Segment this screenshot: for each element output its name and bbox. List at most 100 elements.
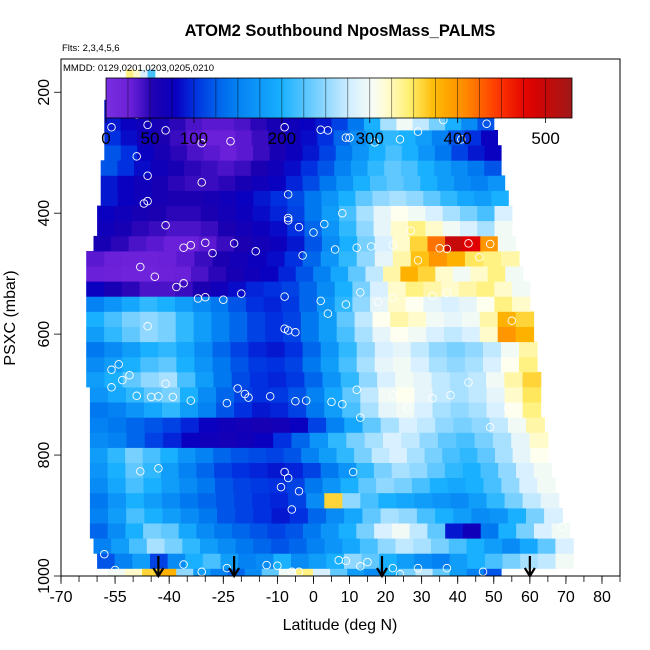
heatmap-cell bbox=[336, 326, 356, 343]
heatmap-cell bbox=[464, 341, 484, 358]
heatmap-cell bbox=[180, 387, 199, 403]
heatmap-cell bbox=[480, 523, 500, 539]
heatmap-cell bbox=[192, 281, 211, 297]
heatmap-cell bbox=[442, 205, 461, 222]
heatmap-cell bbox=[157, 326, 177, 343]
y-tick-label: 1000 bbox=[36, 558, 53, 594]
sample-point bbox=[283, 473, 293, 483]
sample-point bbox=[237, 289, 246, 298]
heatmap-cell bbox=[424, 447, 443, 463]
heatmap-cell bbox=[446, 251, 466, 267]
heatmap-cell bbox=[427, 235, 446, 252]
heatmap-cell bbox=[390, 205, 409, 222]
heatmap-cell bbox=[352, 296, 371, 312]
sample-point bbox=[222, 563, 232, 573]
heatmap-cell bbox=[140, 371, 160, 388]
heatmap-cell bbox=[449, 568, 468, 576]
heatmap-cell bbox=[368, 145, 386, 161]
sample-point bbox=[294, 222, 304, 232]
heatmap-cell bbox=[471, 417, 491, 433]
colorbar-tick-label: 200 bbox=[268, 129, 296, 148]
heatmap-cell bbox=[335, 145, 353, 161]
heatmap-cell bbox=[167, 553, 186, 569]
heatmap-cell bbox=[391, 523, 411, 539]
heatmap-cell bbox=[334, 281, 353, 297]
heatmap-cell bbox=[357, 235, 376, 252]
heatmap-cell bbox=[497, 311, 517, 327]
heatmap-cell bbox=[104, 296, 123, 312]
heatmap-cell bbox=[522, 371, 542, 388]
heatmap-cell bbox=[146, 235, 165, 252]
sample-point bbox=[298, 251, 307, 260]
heatmap-cell bbox=[193, 568, 211, 576]
heatmap-cell bbox=[459, 447, 478, 463]
heatmap-cell bbox=[428, 114, 446, 131]
heatmap-cell bbox=[324, 387, 343, 403]
heatmap-cell bbox=[444, 326, 463, 343]
sample-point bbox=[388, 563, 398, 573]
heatmap-cell bbox=[144, 417, 164, 433]
heatmap-cell bbox=[501, 477, 520, 494]
heatmap-cell bbox=[212, 251, 232, 267]
heatmap-cell bbox=[287, 220, 306, 237]
heatmap-cell bbox=[526, 508, 545, 524]
heatmap-cell bbox=[131, 205, 150, 222]
heatmap-cell bbox=[504, 492, 524, 509]
heatmap-cell bbox=[107, 568, 126, 576]
heatmap-cell bbox=[125, 387, 145, 403]
sample-point bbox=[280, 292, 289, 301]
heatmap-cell bbox=[245, 296, 265, 312]
heatmap-cell bbox=[89, 417, 109, 433]
heatmap-cell bbox=[414, 553, 433, 569]
heatmap-cell bbox=[107, 523, 126, 539]
heatmap-cell bbox=[162, 417, 182, 433]
heatmap-cell bbox=[157, 311, 177, 327]
heatmap-cell bbox=[268, 477, 288, 494]
heatmap-cell bbox=[326, 508, 345, 524]
x-tick-label: 70 bbox=[557, 589, 575, 606]
heatmap-cell bbox=[108, 508, 127, 524]
x-tick-label: 10 bbox=[341, 589, 359, 606]
heatmap-cell bbox=[426, 326, 445, 343]
heatmap-cell bbox=[464, 251, 484, 267]
heatmap-cell bbox=[183, 205, 202, 222]
heatmap-cell bbox=[243, 266, 262, 282]
sample-point bbox=[291, 396, 300, 406]
heatmap-cell bbox=[413, 538, 432, 554]
sample-point bbox=[107, 383, 116, 392]
heatmap-cell bbox=[363, 114, 381, 131]
sample-point bbox=[410, 299, 419, 309]
heatmap-cell bbox=[125, 462, 144, 479]
sample-point bbox=[143, 196, 152, 206]
heatmap-cell bbox=[86, 311, 105, 327]
heatmap-cell bbox=[466, 538, 485, 554]
heatmap-cell bbox=[89, 508, 109, 524]
sample-point bbox=[125, 370, 134, 380]
heatmap-cell bbox=[260, 266, 279, 282]
heatmap-cell bbox=[236, 190, 255, 206]
sample-point bbox=[356, 288, 365, 297]
heatmap-cell bbox=[519, 538, 539, 554]
heatmap-cell bbox=[273, 432, 292, 448]
heatmap-cell bbox=[266, 356, 286, 373]
sample-point bbox=[132, 391, 141, 401]
heatmap-cell bbox=[159, 371, 178, 388]
heatmap-cell bbox=[198, 508, 218, 524]
heatmap-cell bbox=[504, 387, 524, 403]
heatmap-cell bbox=[134, 160, 152, 176]
heatmap-cell bbox=[203, 145, 221, 161]
heatmap-cell bbox=[346, 432, 366, 448]
heatmap-cell bbox=[288, 538, 308, 554]
heatmap-cell bbox=[216, 387, 235, 403]
heatmap-cell bbox=[103, 266, 122, 282]
heatmap-cell bbox=[180, 402, 199, 418]
heatmap-cell bbox=[448, 538, 468, 554]
heatmap-cell bbox=[107, 477, 127, 494]
heatmap-cell bbox=[507, 508, 527, 524]
heatmap-cell bbox=[448, 130, 466, 146]
heatmap-cell bbox=[252, 220, 271, 237]
heatmap-cell bbox=[285, 523, 304, 539]
heatmap-cell bbox=[326, 417, 345, 433]
heatmap-cell bbox=[140, 69, 149, 86]
sample-point bbox=[435, 244, 444, 253]
